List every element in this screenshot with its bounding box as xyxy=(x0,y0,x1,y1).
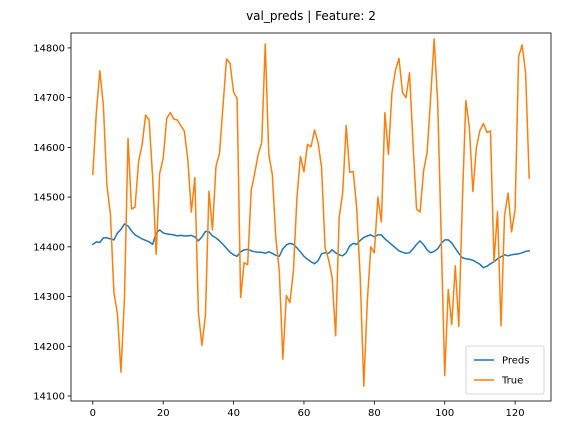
y-tick-label: 14600 xyxy=(33,143,65,154)
x-axis: 0 20 40 60 80 100 120 xyxy=(90,401,525,419)
y-tick-label: 14500 xyxy=(33,193,65,204)
legend: Preds True xyxy=(465,345,545,395)
x-tick-label: 20 xyxy=(157,408,170,419)
x-tick-label: 100 xyxy=(435,408,454,419)
y-axis: 14100 14200 14300 14400 14500 14600 14700 14800 xyxy=(33,43,71,403)
x-tick-label: 0 xyxy=(90,408,96,419)
legend-label-preds: Preds xyxy=(502,356,529,367)
series-line-true xyxy=(92,38,530,387)
y-tick-label: 14400 xyxy=(33,242,65,253)
y-tick-label: 14800 xyxy=(33,43,65,54)
y-tick-label: 14200 xyxy=(33,342,65,353)
y-tick-label: 14700 xyxy=(33,93,65,104)
plot-frame xyxy=(70,32,552,402)
x-tick-label: 80 xyxy=(368,408,381,419)
x-tick-label: 120 xyxy=(506,408,525,419)
x-tick-label: 40 xyxy=(227,408,240,419)
y-tick-label: 14300 xyxy=(33,292,65,303)
chart-title: val_preds | Feature: 2 xyxy=(246,9,376,23)
series-line-preds xyxy=(91,223,531,269)
legend-label-true: True xyxy=(501,376,523,387)
y-tick-label: 14100 xyxy=(33,392,65,403)
x-tick-label: 60 xyxy=(298,408,311,419)
plot-lines xyxy=(91,38,531,387)
legend-box xyxy=(465,345,545,395)
